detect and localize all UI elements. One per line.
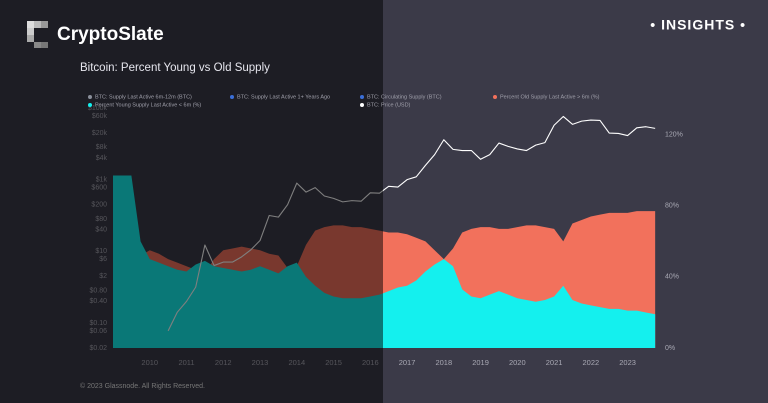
x-tick-label: 2018 <box>435 358 452 367</box>
x-tick-label: 2020 <box>509 358 526 367</box>
legend-marker <box>88 103 92 107</box>
logo-icon <box>27 21 48 48</box>
dark-overlay <box>0 0 383 403</box>
x-tick-label: 2023 <box>619 358 636 367</box>
y2-tick-label: 0% <box>665 345 675 352</box>
x-tick-label: 2019 <box>472 358 489 367</box>
legend-label: BTC: Price (USD) <box>367 102 411 108</box>
legend: BTC: Supply Last Active 6m-12m (BTC) BTC:… <box>88 94 600 108</box>
legend-marker <box>493 95 497 99</box>
legend-marker <box>360 103 364 107</box>
x-tick-label: 2022 <box>582 358 599 367</box>
legend-label: Percent Old Supply Last Active > 6m (%) <box>500 94 600 100</box>
x-tick-label: 2021 <box>546 358 563 367</box>
footer: © 2023 Glassnode. All Rights Reserved. <box>80 382 205 390</box>
legend-marker <box>88 95 92 99</box>
legend-label: BTC: Supply Last Active 6m-12m (BTC) <box>95 94 192 100</box>
y2-tick-label: 80% <box>665 203 679 210</box>
legend-marker <box>230 95 234 99</box>
legend-label: BTC: Supply Last Active 1+ Years Ago <box>237 94 330 100</box>
y2-tick-label: 40% <box>665 274 679 281</box>
legend-label: BTC: Circulating Supply (BTC) <box>367 94 442 100</box>
legend-marker <box>360 95 364 99</box>
y2-tick-label: 120% <box>665 132 683 139</box>
brand: CryptoSlate <box>57 24 164 45</box>
chart-title: Bitcoin: Percent Young vs Old Supply <box>80 62 270 74</box>
x-tick-label: 2017 <box>399 358 416 367</box>
badge: • INSIGHTS • <box>650 17 746 33</box>
legend-label: Percent Young Supply Last Active < 6m (%… <box>95 102 201 108</box>
